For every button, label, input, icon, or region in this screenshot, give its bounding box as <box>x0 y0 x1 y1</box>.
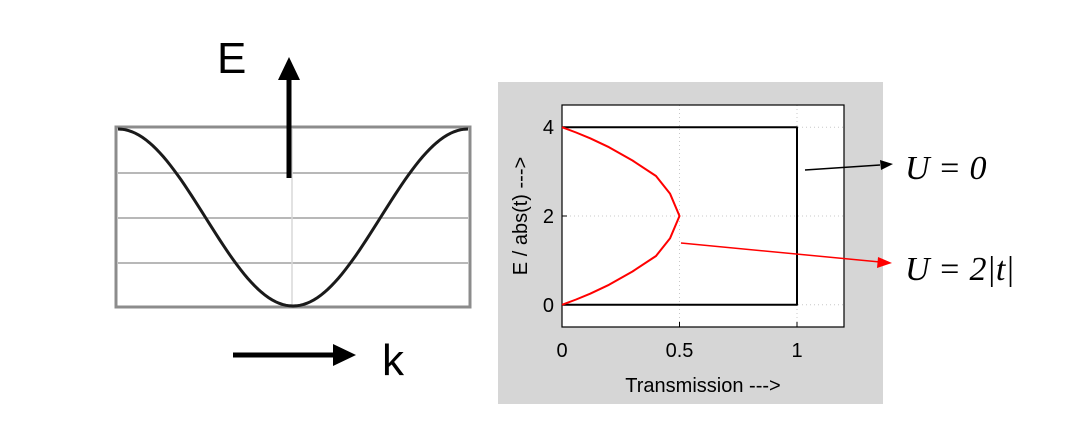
y-tick-label: 4 <box>543 117 554 139</box>
y-tick-label: 0 <box>543 295 554 317</box>
red-transmission-curve <box>561 126 681 306</box>
energy-axis-label: E <box>217 34 246 83</box>
momentum-axis-label: k <box>382 336 405 385</box>
u-two-t-pointer <box>680 242 881 263</box>
transmission-figure: 0 0.5 1 0 2 4 Transmission ---> E / abs(t) --… <box>498 82 883 404</box>
x-tick-label: 1 <box>791 340 802 362</box>
u-zero-label: U = 0 <box>905 150 987 187</box>
plot-series <box>561 126 798 306</box>
black-box-line <box>562 126 798 306</box>
energy-arrowhead <box>278 57 300 80</box>
u-zero-pointer <box>804 164 881 171</box>
x-tick-label: 0 <box>556 340 567 362</box>
dispersion-frame <box>114 125 472 309</box>
dispersion-plot: E k <box>114 34 472 385</box>
y-tick-label: 2 <box>543 206 554 228</box>
u-two-t-arrowhead <box>877 257 892 268</box>
dispersion-curve <box>117 127 469 308</box>
x-tick-label: 0.5 <box>666 340 694 362</box>
y-axis-label: E / abs(t) ---> <box>510 157 532 275</box>
momentum-arrowhead <box>333 344 356 366</box>
annotations: U = 0 U = 2|t| <box>680 150 1015 288</box>
u-two-t-label: U = 2|t| <box>905 251 1015 288</box>
u-zero-arrowhead <box>880 160 893 170</box>
x-axis-label: Transmission ---> <box>625 375 780 397</box>
